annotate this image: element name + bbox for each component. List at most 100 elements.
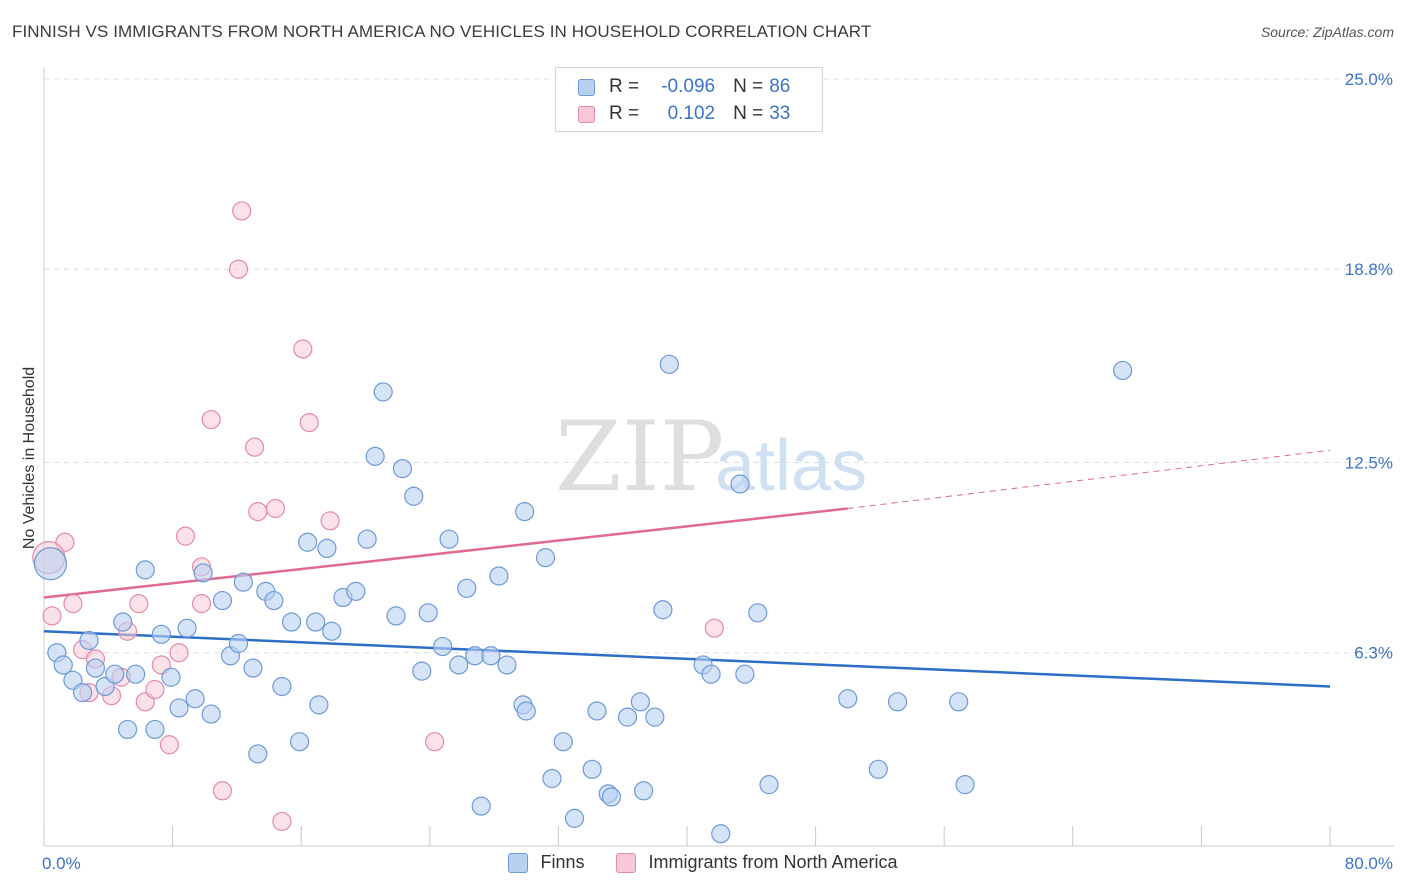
finns-point	[373, 382, 393, 402]
y-tick-label-0: 6.3%	[1354, 644, 1393, 663]
finns-point	[617, 707, 638, 727]
y-tick-label-1: 12.5%	[1345, 454, 1393, 473]
finns-point	[113, 612, 133, 632]
finns-point	[72, 682, 93, 703]
immigrants-point	[704, 618, 724, 638]
finns-point	[481, 646, 501, 666]
finns-point	[471, 796, 491, 816]
finns-point	[201, 704, 221, 724]
finns-point	[317, 538, 337, 559]
immigrants-point	[272, 811, 292, 832]
finns-point	[33, 547, 68, 581]
finns-point	[515, 501, 535, 522]
chart-title: FINNISH VS IMMIGRANTS FROM NORTH AMERICA…	[12, 22, 872, 41]
finns-point	[386, 606, 406, 626]
finns-point	[322, 621, 342, 641]
immigrants-point	[299, 413, 319, 433]
finns-point	[126, 664, 146, 684]
finns-point	[630, 692, 650, 712]
finns-point	[645, 707, 665, 727]
finns-point	[346, 581, 366, 601]
watermark: ZIP atlas	[555, 401, 867, 513]
tick-labels: 6.3% 12.5% 18.8% 25.0% 0.0% 80.0%	[42, 70, 1393, 873]
finns-point	[535, 548, 556, 568]
finns-point	[228, 633, 249, 654]
finns-point	[497, 655, 517, 675]
legend-r-label: R =	[609, 76, 640, 97]
bottom-legend-label-immigrants: Immigrants from North America	[648, 852, 898, 872]
bottom-legend-immigrants: Immigrants from North America	[616, 852, 898, 873]
finns-point	[653, 600, 673, 620]
finns-point	[212, 590, 233, 611]
trend-line-finns	[43, 629, 1331, 688]
finns-point	[582, 759, 602, 779]
legend-swatch-finns	[578, 78, 595, 96]
finns-point	[587, 701, 607, 721]
finns-point	[79, 630, 99, 651]
legend-n-label: N =	[733, 103, 764, 124]
immigrants-point	[425, 732, 445, 752]
legend-row-immigrants: R = 0.102 N = 33	[578, 101, 790, 127]
finns-point	[185, 689, 205, 709]
finns-point	[412, 661, 432, 681]
finns-point	[711, 824, 731, 844]
immigrants-point	[42, 606, 62, 626]
x-tick-label-0: 0.0%	[42, 854, 81, 873]
watermark-zip: ZIP	[555, 401, 724, 513]
finns-point	[955, 775, 975, 795]
finns-point	[53, 655, 73, 675]
finns-point	[404, 486, 424, 506]
finns-points	[33, 354, 1133, 844]
trend-lines	[43, 449, 1331, 688]
finns-point	[735, 664, 755, 684]
immigrants-point	[191, 594, 212, 614]
immigrants-point	[129, 594, 149, 614]
legend: R = -0.096 N = 86 R = 0.102 N = 33	[555, 67, 823, 132]
legend-n-value: 33	[769, 103, 791, 124]
finns-point	[601, 787, 622, 807]
immigrants-point	[265, 498, 286, 519]
finns-point	[748, 603, 768, 623]
finns-point	[887, 692, 908, 712]
x-tick-label-1: 80.0%	[1345, 854, 1393, 873]
finns-point	[868, 759, 888, 779]
finns-point	[365, 446, 385, 466]
finns-point	[233, 572, 253, 592]
immigrants-point	[320, 511, 340, 531]
finns-point	[105, 664, 125, 684]
grid-lines	[44, 78, 1394, 654]
legend-n-value: 86	[769, 76, 791, 97]
finns-point	[564, 808, 585, 828]
finns-point	[117, 719, 138, 740]
bottom-legend: Finns Immigrants from North America	[0, 852, 1406, 873]
finns-point	[465, 646, 485, 666]
finns-point	[272, 676, 292, 697]
finns-point	[177, 618, 197, 638]
bottom-legend-swatch-immigrants	[616, 852, 637, 873]
legend-r-value: 0.102	[667, 103, 716, 124]
finns-point	[248, 744, 268, 764]
legend-r-label: R =	[609, 103, 640, 124]
source-label: Source: ZipAtlas.com	[1260, 24, 1394, 40]
immigrants-point	[228, 259, 249, 279]
legend-row-finns: R = -0.096 N = 86	[578, 74, 790, 100]
legend-swatch-immigrants	[578, 105, 595, 123]
finns-point	[730, 474, 750, 494]
finns-point	[418, 603, 438, 623]
immigrants-points	[32, 201, 724, 832]
immigrants-point	[145, 679, 165, 700]
bottom-legend-label-finns: Finns	[540, 852, 585, 872]
finns-point	[633, 781, 654, 801]
immigrants-point	[159, 735, 179, 755]
finns-point	[542, 768, 562, 789]
finns-point	[659, 354, 679, 374]
finns-point	[243, 658, 263, 678]
immigrants-point	[169, 643, 189, 663]
immigrants-point	[212, 781, 233, 801]
finns-point	[161, 667, 181, 687]
watermark-atlas: atlas	[715, 426, 867, 506]
finns-point	[306, 612, 326, 632]
bottom-legend-finns: Finns	[508, 852, 584, 873]
finns-point	[281, 612, 302, 632]
